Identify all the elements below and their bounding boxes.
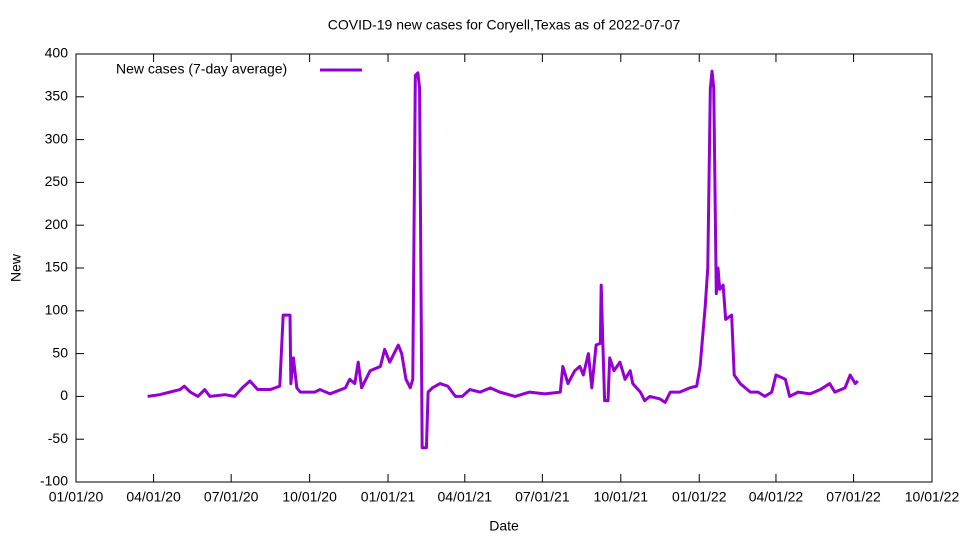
x-tick-label: 10/01/21 bbox=[594, 489, 649, 505]
y-tick-label: 350 bbox=[45, 88, 69, 104]
y-tick-label: 250 bbox=[45, 173, 69, 189]
x-tick-label: 04/01/21 bbox=[438, 489, 493, 505]
legend-label: New cases (7-day average) bbox=[116, 61, 287, 77]
x-tick-label: 01/01/20 bbox=[49, 489, 104, 505]
x-tick-label: 01/01/21 bbox=[361, 489, 416, 505]
y-tick-label: 150 bbox=[45, 259, 69, 275]
y-tick-label: -100 bbox=[40, 473, 68, 489]
x-tick-label: 01/01/22 bbox=[672, 489, 727, 505]
plot-frame bbox=[75, 53, 933, 483]
x-tick-label: 07/01/20 bbox=[204, 489, 259, 505]
y-axis-label: New bbox=[8, 253, 24, 282]
chart-title: COVID-19 new cases for Coryell,Texas as … bbox=[328, 17, 681, 33]
x-tick-label: 10/01/20 bbox=[282, 489, 337, 505]
x-tick-label: 07/01/22 bbox=[826, 489, 881, 505]
x-tick-label: 04/01/20 bbox=[126, 489, 181, 505]
x-tick-label: 10/01/22 bbox=[905, 489, 960, 505]
data-line bbox=[147, 69, 859, 450]
y-tick-label: 200 bbox=[45, 216, 69, 232]
x-axis-label: Date bbox=[489, 518, 519, 534]
x-tick-label: 04/01/22 bbox=[749, 489, 804, 505]
y-tick-label: 300 bbox=[45, 130, 69, 146]
x-tick-label: 07/01/21 bbox=[515, 489, 570, 505]
y-tick-label: 0 bbox=[60, 387, 68, 403]
y-tick-label: -50 bbox=[48, 430, 68, 446]
y-tick-label: 50 bbox=[52, 344, 68, 360]
y-tick-label: 100 bbox=[45, 302, 69, 318]
y-tick-label: 400 bbox=[45, 45, 69, 61]
